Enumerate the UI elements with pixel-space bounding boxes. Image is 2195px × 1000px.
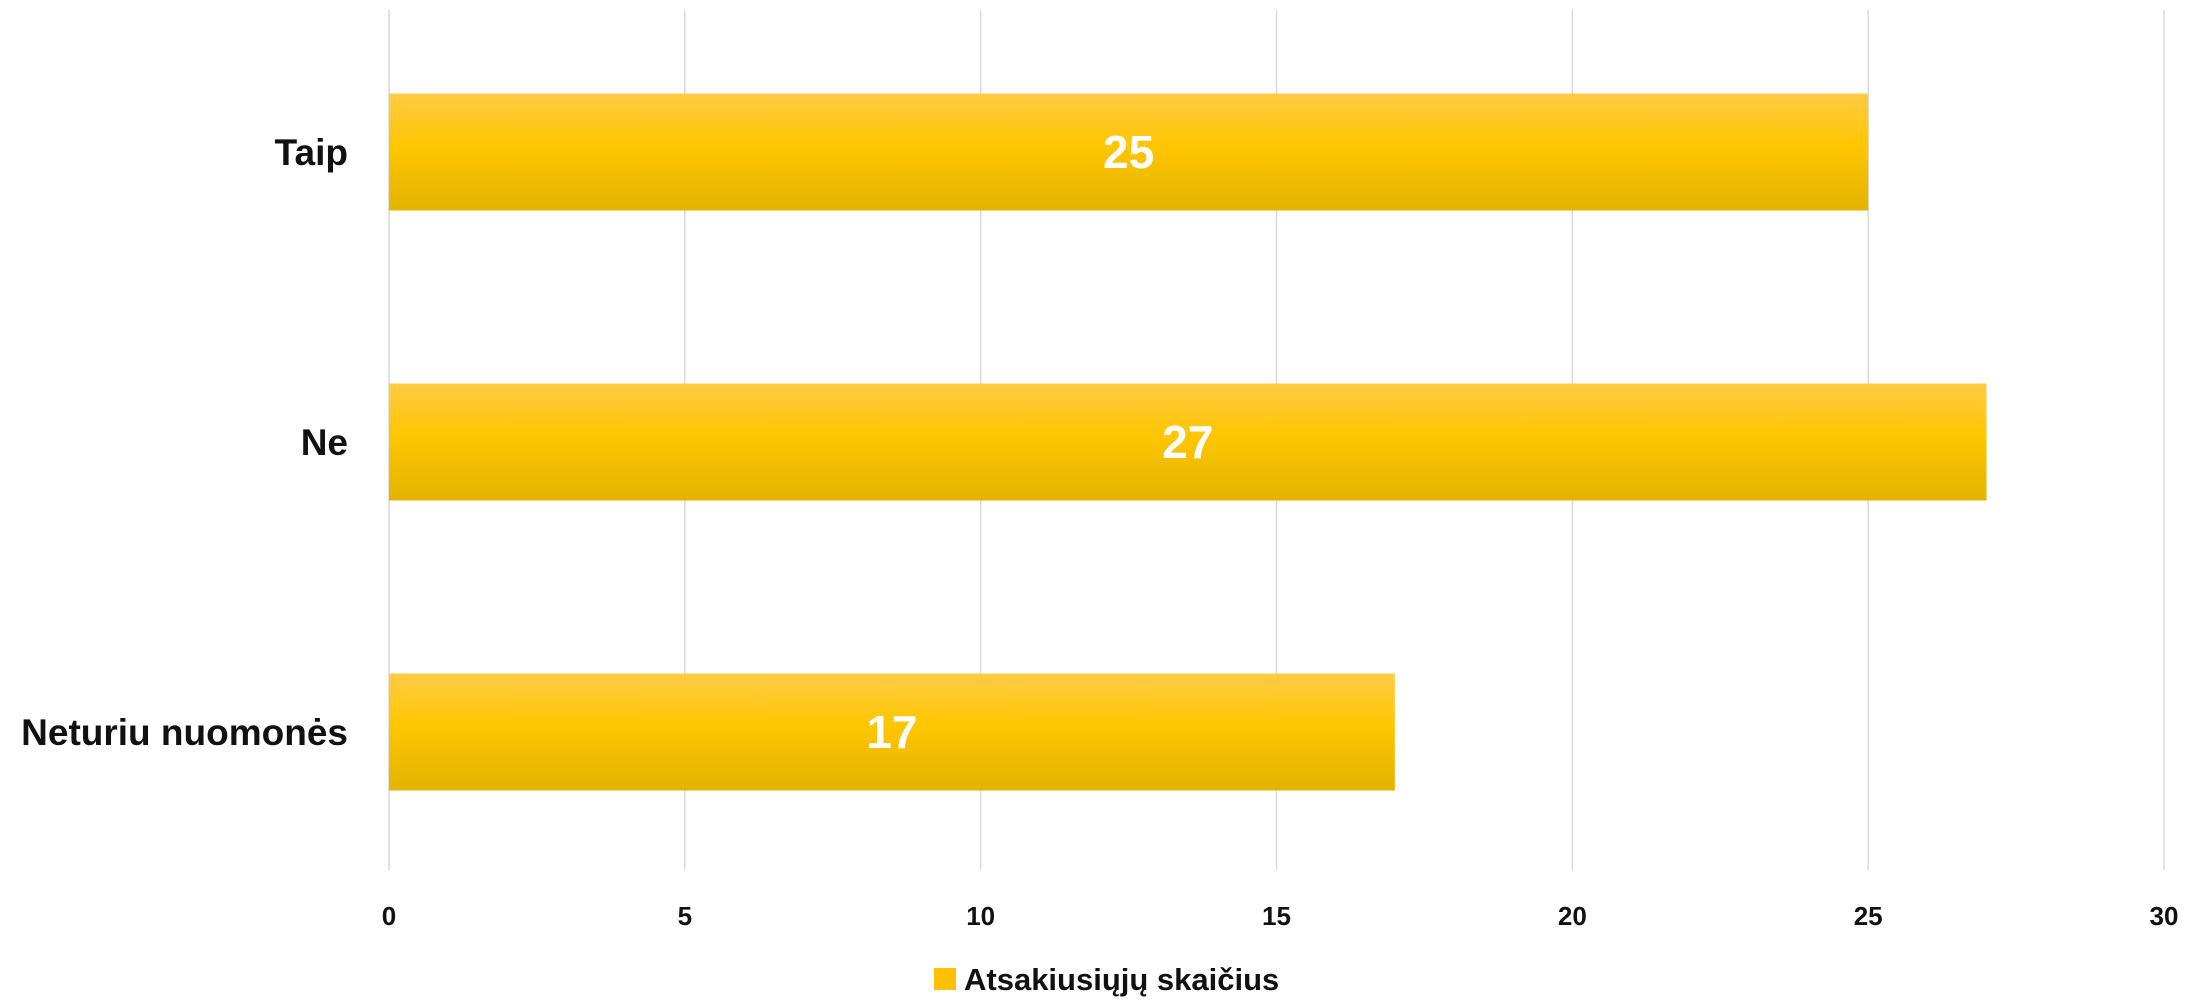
category-axis: Taip Ne Neturiu nuomonės xyxy=(21,132,348,753)
value-axis: 0 5 10 15 20 25 30 xyxy=(382,901,2179,931)
data-label: 17 xyxy=(866,706,917,758)
category-label: Taip xyxy=(275,132,348,173)
data-label: 25 xyxy=(1103,126,1154,178)
x-tick-label: 30 xyxy=(2150,901,2179,931)
bars xyxy=(389,93,1987,791)
bar-1 xyxy=(389,383,1987,501)
bar-2 xyxy=(389,673,1395,791)
category-label: Neturiu nuomonės xyxy=(21,712,348,753)
x-tick-label: 10 xyxy=(966,901,995,931)
x-tick-label: 0 xyxy=(382,901,396,931)
x-tick-label: 15 xyxy=(1262,901,1291,931)
legend-swatch xyxy=(934,968,956,990)
data-label: 27 xyxy=(1162,416,1213,468)
legend-label: Atsakiusiųjų skaičius xyxy=(964,962,1279,997)
x-tick-label: 25 xyxy=(1854,901,1883,931)
x-tick-label: 5 xyxy=(678,901,692,931)
bar-0 xyxy=(389,93,1869,211)
category-label: Ne xyxy=(301,422,348,463)
data-labels: 25 27 17 xyxy=(866,126,1213,758)
legend: Atsakiusiųjų skaičius xyxy=(934,962,1279,997)
x-tick-label: 20 xyxy=(1558,901,1587,931)
